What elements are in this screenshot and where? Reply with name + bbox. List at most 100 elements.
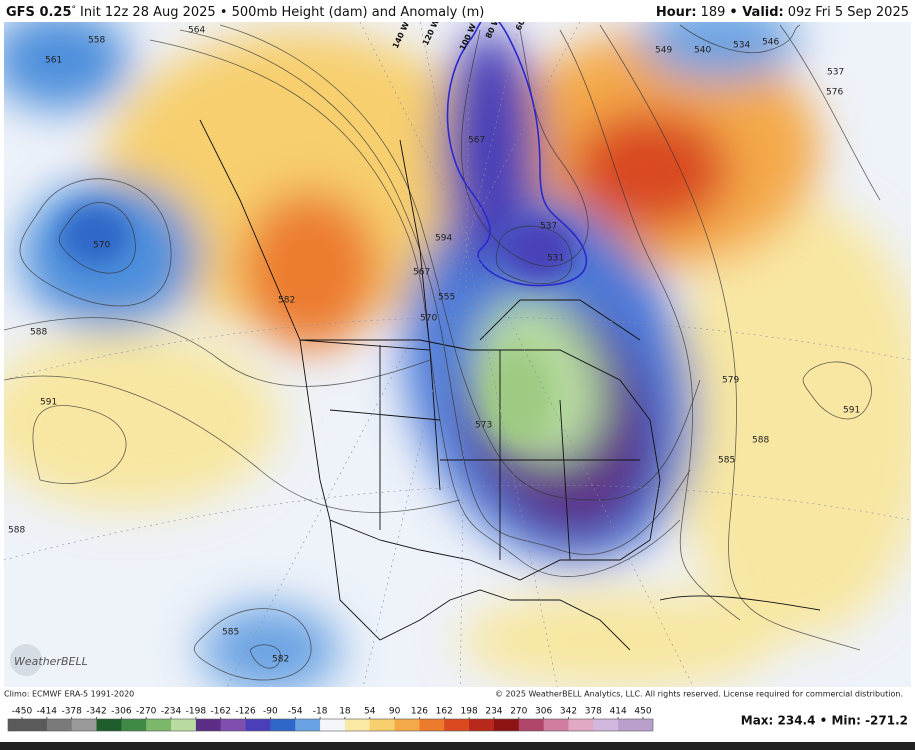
colorbar-segment bbox=[394, 719, 420, 731]
contour-label: 537 bbox=[827, 68, 844, 78]
colorbar-tick-label: -306 bbox=[111, 707, 132, 717]
colorbar-cap bbox=[8, 719, 22, 731]
colorbar-tick-label: 414 bbox=[610, 707, 627, 717]
colorbar-tick-label: 234 bbox=[485, 707, 502, 717]
max-min: Max: 234.4 • Min: -271.2 bbox=[741, 714, 908, 728]
colorbar-tick-label: 270 bbox=[510, 707, 527, 717]
anomaly-cores bbox=[60, 205, 575, 445]
contour-label: 588 bbox=[752, 436, 769, 446]
contour-label: 540 bbox=[694, 46, 711, 56]
contour-label: 582 bbox=[278, 296, 295, 306]
contour-label: 546 bbox=[762, 38, 779, 48]
colorbar-tick-label: -198 bbox=[186, 707, 207, 717]
logo-text: WeatherBELL bbox=[14, 655, 88, 668]
contour-label: 570 bbox=[420, 314, 437, 324]
contour-label: 567 bbox=[413, 268, 430, 278]
graticule bbox=[4, 22, 911, 687]
height-contours bbox=[4, 24, 881, 681]
contour-label: 579 bbox=[722, 376, 739, 386]
contour-label: 537 bbox=[540, 222, 557, 232]
model: GFS 0.25 bbox=[6, 5, 72, 20]
contour-label: 591 bbox=[40, 398, 57, 408]
contour-label: 561 bbox=[45, 56, 62, 66]
boundaries bbox=[199, 119, 821, 651]
bottom-bar bbox=[0, 742, 915, 750]
contour-label: 588 bbox=[8, 526, 25, 536]
contour-label: 564 bbox=[188, 26, 205, 36]
hour: 189 bbox=[701, 5, 726, 20]
colorbar-tick-label: 126 bbox=[411, 707, 428, 717]
contour-label: 585 bbox=[718, 456, 735, 466]
colorbar-tick-label: -90 bbox=[263, 707, 278, 717]
contour-label: 567 bbox=[468, 136, 485, 146]
colorbar-segment bbox=[220, 719, 247, 731]
colorbar-segment bbox=[46, 719, 73, 731]
colorbar-tick-label: 90 bbox=[389, 707, 401, 717]
colorbar-segment bbox=[593, 719, 619, 731]
colorbar-cap bbox=[643, 719, 653, 731]
contour-label: 591 bbox=[843, 406, 860, 416]
colorbar-tick-label: 306 bbox=[535, 707, 552, 717]
colorbar-tick-label: -162 bbox=[211, 707, 231, 717]
contour-label: 588 bbox=[30, 328, 47, 338]
longitude-label: 60 W bbox=[514, 7, 532, 32]
colorbar-tick-label: 54 bbox=[364, 707, 376, 717]
colorbar-segment bbox=[171, 719, 197, 731]
colorbar-segment bbox=[344, 719, 371, 731]
contour-label: 534 bbox=[733, 41, 750, 51]
contour-label: 585 bbox=[222, 628, 239, 638]
colorbar-segment bbox=[369, 719, 396, 731]
anomaly-contour bbox=[446, 22, 588, 287]
valid: 09z Fri 5 Sep 2025 bbox=[788, 5, 909, 20]
contour-label: 594 bbox=[435, 234, 452, 244]
colorbar-segment bbox=[245, 719, 271, 731]
colorbar-segment bbox=[469, 719, 495, 731]
colorbar-tick-label: 378 bbox=[585, 707, 602, 717]
contour-label: 582 bbox=[272, 655, 289, 665]
colorbar-segment bbox=[568, 719, 594, 731]
climo: Climo: ECMWF ERA-5 1991-2020 bbox=[4, 690, 134, 699]
colorbar-segment bbox=[96, 719, 122, 731]
colorbar-tick-label: 342 bbox=[560, 707, 577, 717]
colorbar-segment bbox=[618, 719, 644, 731]
map: 561 558 564 570 588 591 582 588 585 582 588 555 567 5… bbox=[4, 7, 911, 687]
colorbar: -450 -414 -378 -342 -306 -270 -234 -198 -162 -126… bbox=[7, 707, 654, 732]
colorbar-tick-label: -414 bbox=[37, 707, 58, 717]
colorbar-tick-label: -270 bbox=[136, 707, 157, 717]
contour-label: 576 bbox=[826, 88, 843, 98]
colorbar-segment bbox=[22, 719, 48, 731]
degree: ° bbox=[72, 5, 77, 15]
colorbar-segment bbox=[493, 719, 520, 731]
colorbar-segment bbox=[146, 719, 172, 731]
colorbar-segment bbox=[195, 719, 222, 731]
colorbar-tick-label: 18 bbox=[339, 707, 351, 717]
colorbar-tick-label: -54 bbox=[288, 707, 303, 717]
copyright: © 2025 WeatherBELL Analytics, LLC. All r… bbox=[495, 690, 903, 699]
colorbar-tick-label: -234 bbox=[161, 707, 182, 717]
contour-labels: 561 558 564 570 588 591 582 588 585 582 588 555 567 5… bbox=[8, 26, 860, 665]
colorbar-tick-label: 162 bbox=[436, 707, 453, 717]
colorbar-frame bbox=[7, 718, 654, 732]
contour-label: 531 bbox=[547, 254, 564, 264]
colorbar-segment bbox=[121, 719, 147, 731]
init-title: Init 12z 28 Aug 2025 • 500mb Height (dam… bbox=[80, 5, 484, 20]
colorbar-segment bbox=[71, 719, 98, 731]
colorbar-tick-label: -378 bbox=[61, 707, 82, 717]
contour-label: 573 bbox=[475, 421, 492, 431]
colorbar-tick-label: -450 bbox=[12, 707, 33, 717]
colorbar-tick-label: -126 bbox=[235, 707, 256, 717]
contour-label: 549 bbox=[655, 46, 672, 56]
colorbar-segment bbox=[270, 719, 296, 731]
colorbar-tick-label: -18 bbox=[313, 707, 328, 717]
hour-label: Hour: bbox=[656, 5, 697, 20]
colorbar-segment bbox=[419, 719, 445, 731]
colorbar-segment bbox=[444, 719, 470, 731]
header-left: GFS 0.25° Init 12z 28 Aug 2025 • 500mb He… bbox=[6, 5, 484, 20]
colorbar-segment bbox=[543, 719, 569, 731]
colorbar-segment bbox=[518, 719, 545, 731]
contour-label: 570 bbox=[93, 241, 110, 251]
valid-label: • Valid: bbox=[729, 5, 783, 20]
colorbar-tick-label: 450 bbox=[634, 707, 651, 717]
